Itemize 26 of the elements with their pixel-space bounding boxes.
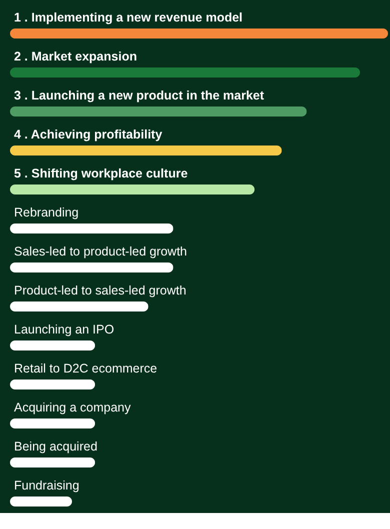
- bar: [10, 184, 255, 194]
- bar: [10, 418, 96, 428]
- bar: [10, 340, 96, 350]
- bar: [10, 262, 174, 272]
- bar: [10, 106, 307, 116]
- bar: [10, 458, 96, 468]
- y-tick-label: 3 . Launching a new product in the market: [14, 88, 265, 102]
- bar: [10, 68, 360, 78]
- y-tick-label: 5 . Shifting workplace culture: [14, 166, 188, 180]
- y-tick-label: Sales-led to product-led growth: [14, 244, 188, 258]
- y-tick-label: Being acquired: [14, 440, 98, 454]
- y-tick-label: Launching an IPO: [14, 322, 114, 336]
- bar: [10, 146, 282, 156]
- y-tick-label: Retail to D2C ecommerce: [14, 362, 158, 376]
- bar: [10, 28, 388, 38]
- y-tick-label: Rebranding: [14, 206, 79, 220]
- bar: [10, 380, 96, 390]
- y-tick-label: Product-led to sales-led growth: [14, 284, 186, 298]
- y-tick-label: 4 . Achieving profitability: [14, 128, 162, 142]
- y-tick-label: Fundraising: [14, 478, 80, 492]
- bar: [10, 302, 148, 312]
- y-tick-label: 1 . Implementing a new revenue model: [14, 10, 243, 24]
- y-tick-label: 2 . Market expansion: [14, 50, 137, 64]
- y-tick-label: Acquiring a company: [14, 400, 132, 414]
- bar: [10, 496, 72, 506]
- bar: [10, 224, 174, 234]
